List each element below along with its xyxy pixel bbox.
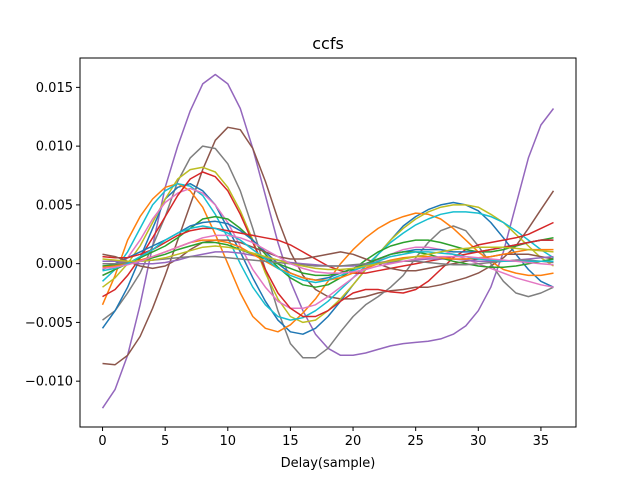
x-tick-label: 30 [470, 434, 487, 449]
series-lines [101, 73, 555, 409]
y-tick-label: −0.010 [25, 375, 73, 390]
x-axis-ticks: 0 5 10 15 20 25 30 35 [98, 427, 549, 449]
series-line-20 [102, 234, 554, 274]
y-tick-label: 0.000 [36, 257, 73, 272]
series-line-6 [102, 166, 554, 324]
series-line-4 [101, 182, 554, 335]
x-axis-label: Delay(sample) [281, 456, 376, 471]
series-line-2 [102, 126, 555, 366]
y-tick-label: 0.015 [36, 81, 73, 96]
series-line-3 [102, 145, 554, 359]
y-axis-ticks: −0.010 −0.005 0.000 0.005 0.010 0.015 [25, 81, 80, 390]
y-tick-label: −0.005 [25, 316, 73, 331]
series-line-15 [102, 241, 554, 277]
y-tick-label: 0.005 [36, 198, 73, 213]
plot-frame [79, 57, 577, 428]
series-line-7 [101, 182, 554, 321]
series-line-17 [102, 255, 554, 267]
x-tick-label: 10 [220, 434, 237, 449]
x-tick-label: 0 [98, 434, 106, 449]
series-line-1 [101, 73, 555, 409]
series-line-8 [102, 187, 554, 310]
series-line-18 [102, 225, 554, 284]
x-tick-label: 25 [407, 434, 424, 449]
series-line-9 [102, 171, 554, 318]
x-tick-label: 5 [161, 434, 169, 449]
x-tick-label: 20 [345, 434, 362, 449]
chart-title: ccfs [312, 34, 344, 53]
y-tick-label: 0.010 [36, 140, 73, 155]
x-tick-label: 35 [533, 434, 550, 449]
x-tick-label: 15 [282, 434, 299, 449]
series-line-19 [102, 245, 554, 271]
